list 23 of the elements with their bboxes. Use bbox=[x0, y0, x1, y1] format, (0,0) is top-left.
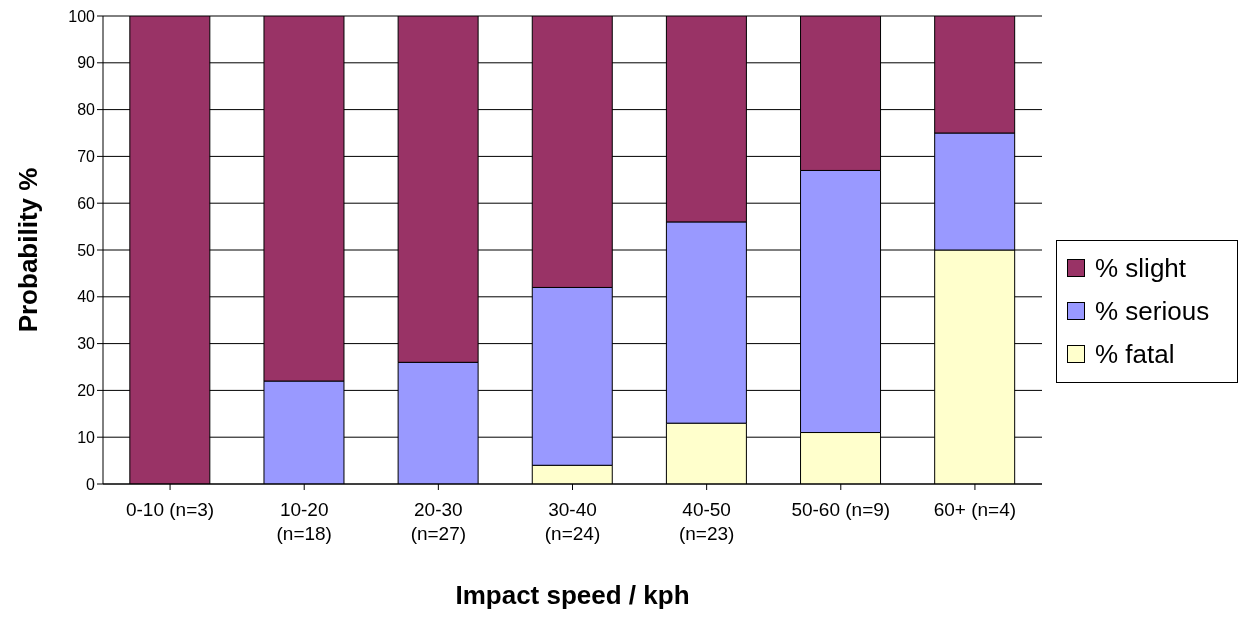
x-tick-label: 60+ (n=4) bbox=[933, 499, 1017, 520]
legend-label: % serious bbox=[1095, 295, 1210, 327]
x-tick-label: 20-30 (n=27) bbox=[410, 499, 467, 544]
y-tick-label: 90 bbox=[77, 54, 96, 72]
y-tick-label: 40 bbox=[77, 288, 96, 306]
y-tick-label: 10 bbox=[77, 428, 96, 446]
x-axis-title: Impact speed / kph bbox=[455, 580, 690, 610]
x-tick-label: 40-50 (n=23) bbox=[678, 499, 735, 544]
legend-label: % fatal bbox=[1095, 338, 1175, 370]
x-tick-label: 50-60 (n=9) bbox=[791, 499, 891, 520]
y-tick-label: 100 bbox=[68, 7, 96, 25]
x-tick-label: 10-20 (n=18) bbox=[276, 499, 332, 544]
y-tick-label: 0 bbox=[86, 475, 96, 493]
x-tick-label: 0-10 (n=3) bbox=[125, 499, 215, 520]
y-tick-label: 80 bbox=[77, 101, 96, 119]
y-tick-label: 70 bbox=[77, 148, 96, 166]
y-axis-title: Probability % bbox=[13, 167, 44, 333]
legend-label: % slight bbox=[1095, 252, 1187, 284]
y-tick-label: 30 bbox=[77, 335, 96, 353]
y-tick-label: 20 bbox=[77, 382, 96, 400]
y-tick-label: 50 bbox=[77, 241, 96, 259]
x-tick-label: 30-40 (n=24) bbox=[544, 499, 601, 544]
y-tick-label: 60 bbox=[77, 194, 96, 212]
